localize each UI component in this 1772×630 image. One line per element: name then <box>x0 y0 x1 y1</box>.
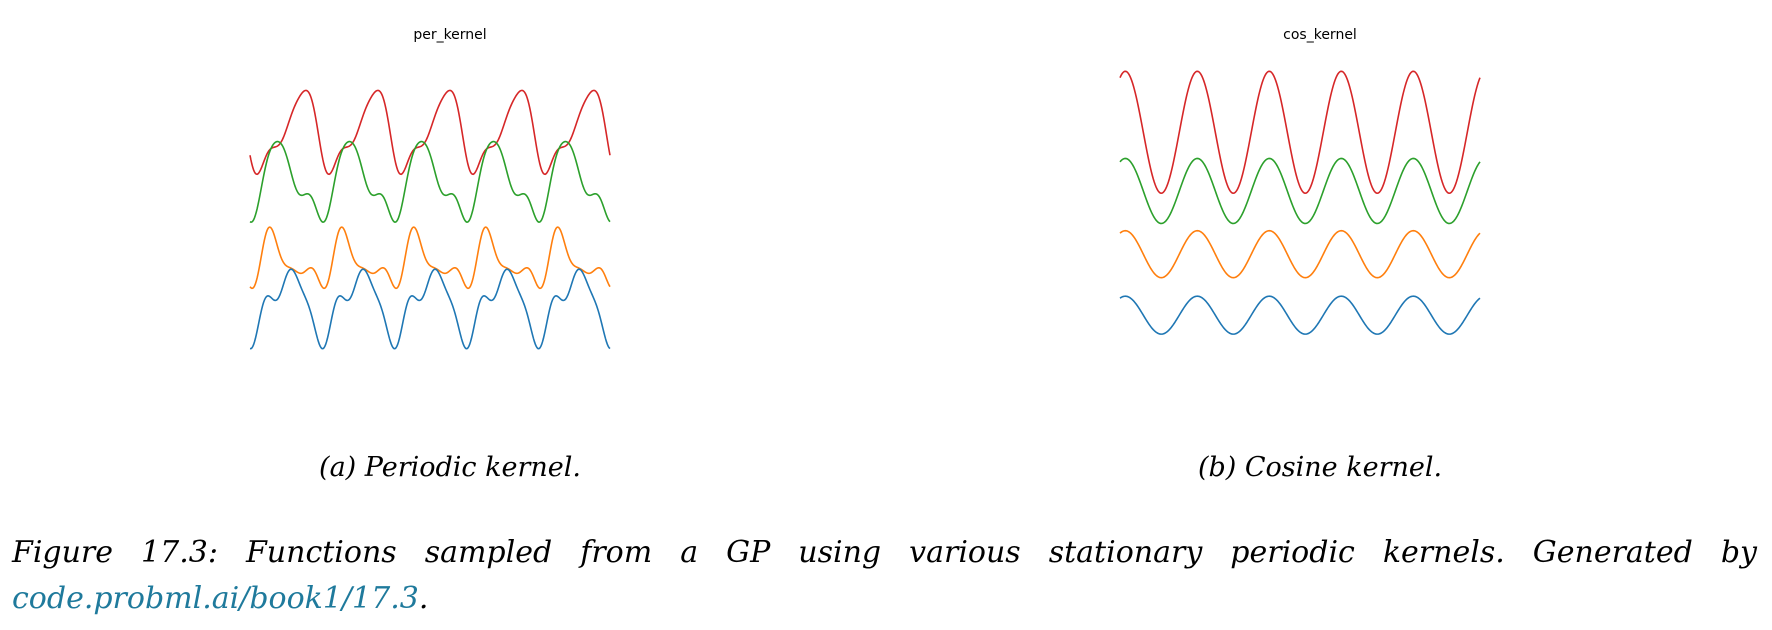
chart-title: per_kernel <box>413 27 487 43</box>
caption-link[interactable]: code.probml.ai/book1/17.3 <box>12 581 419 616</box>
chart-title: cos_kernel <box>1283 27 1357 43</box>
chart-plot-area <box>1119 70 1481 335</box>
figure-caption: Figure 17.3: Functions sampled from a GP… <box>12 530 1757 622</box>
caption-text: Figure 17.3: Functions sampled from a GP… <box>12 535 1757 570</box>
chart-plot-area <box>249 89 611 350</box>
series-line-0 <box>1119 70 1481 195</box>
series-line-3 <box>1119 295 1481 335</box>
chart-panel-cosine: cos_kernel <box>1105 0 1535 420</box>
series-line-1 <box>249 140 611 223</box>
series-line-3 <box>249 268 611 350</box>
subcaption-a: (a) Periodic kernel. <box>319 452 581 483</box>
series-line-2 <box>1119 229 1481 279</box>
series-line-0 <box>249 89 611 176</box>
chart-panel-periodic: per_kernel <box>235 0 665 420</box>
series-line-2 <box>249 226 611 290</box>
caption-trailing: . <box>418 581 429 616</box>
subcaption-b: (b) Cosine kernel. <box>1197 452 1443 483</box>
series-line-1 <box>1119 157 1481 225</box>
